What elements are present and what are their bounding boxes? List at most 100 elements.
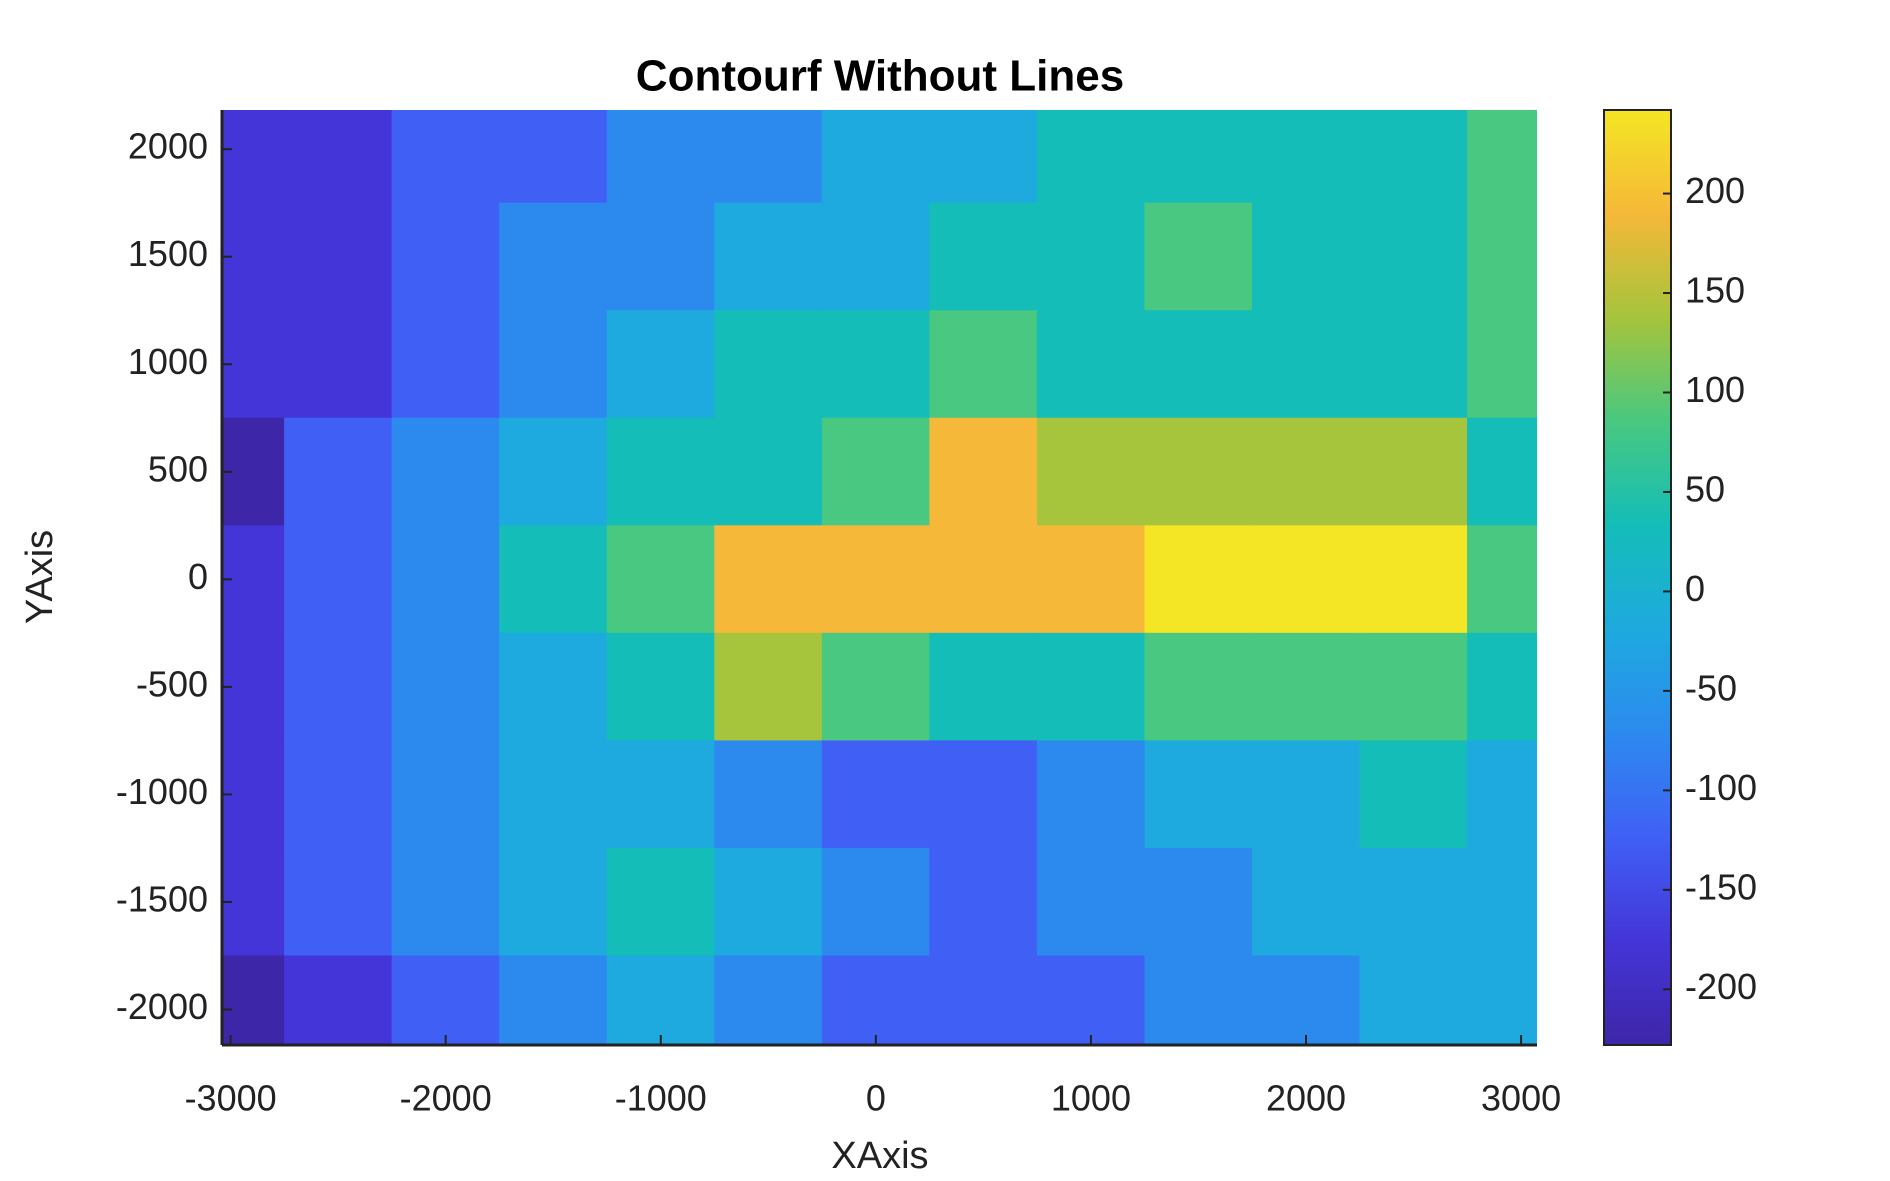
- contour-cell: [1036, 847, 1146, 957]
- colorbar-tick-label: 50: [1685, 468, 1725, 509]
- contour-cell: [1036, 417, 1146, 527]
- contour-cell: [1251, 525, 1361, 634]
- contour-cell: [1359, 847, 1469, 957]
- contour-cell: [714, 847, 823, 957]
- contour-cell: [499, 310, 608, 419]
- contour-cell: [1251, 632, 1361, 742]
- contour-cell: [1359, 202, 1469, 312]
- contour-cell: [499, 955, 608, 1045]
- contour-cell: [499, 110, 608, 204]
- contour-cell: [1467, 417, 1537, 527]
- contour-cell: [1467, 202, 1537, 312]
- y-tick-label: 500: [148, 448, 208, 489]
- contour-cell: [499, 525, 608, 634]
- contour-cell: [284, 632, 393, 742]
- contour-cell: [284, 110, 393, 204]
- y-tick-label: 0: [188, 556, 208, 597]
- contour-cell: [284, 525, 393, 634]
- contour-cell: [499, 417, 608, 527]
- contour-cell: [714, 955, 823, 1045]
- contour-cell: [606, 955, 716, 1045]
- contour-cell: [714, 417, 823, 527]
- contour-cell: [1144, 740, 1253, 849]
- contour-cell: [1144, 110, 1253, 204]
- contour-cell: [222, 202, 286, 312]
- contour-cell: [606, 110, 716, 204]
- contour-cell: [222, 740, 286, 849]
- colorbar-tick-label: 0: [1685, 568, 1705, 609]
- y-tick-label: 2000: [128, 126, 208, 167]
- contour-cell: [284, 847, 393, 957]
- contour-cell: [929, 110, 1038, 204]
- y-tick-label: 1500: [128, 233, 208, 274]
- contour-cell: [1036, 310, 1146, 419]
- contour-cell: [714, 202, 823, 312]
- contour-cell: [222, 310, 286, 419]
- contour-cell: [222, 417, 286, 527]
- contour-cell: [1144, 417, 1253, 527]
- x-tick-label: 0: [866, 1078, 886, 1119]
- contour-cell: [1036, 110, 1146, 204]
- contour-fill: [222, 110, 1537, 1045]
- contour-cell: [1251, 740, 1361, 849]
- contour-cell: [929, 632, 1038, 742]
- x-tick-label: 3000: [1481, 1078, 1561, 1119]
- chart-title: Contourf Without Lines: [636, 52, 1124, 101]
- contour-cell: [1467, 110, 1537, 204]
- x-tick-label: -2000: [400, 1078, 492, 1119]
- contour-cell: [391, 417, 501, 527]
- contour-cell: [284, 202, 393, 312]
- contour-cell: [499, 202, 608, 312]
- contour-cell: [391, 740, 501, 849]
- contour-cell: [1036, 632, 1146, 742]
- contour-cell: [929, 417, 1038, 527]
- contour-cell: [1467, 310, 1537, 419]
- contour-cell: [821, 310, 931, 419]
- contour-cell: [222, 847, 286, 957]
- contour-cell: [1036, 955, 1146, 1045]
- contour-cell: [1467, 847, 1537, 957]
- contour-cell: [929, 310, 1038, 419]
- contour-cell: [391, 955, 501, 1045]
- contour-cell: [1144, 310, 1253, 419]
- colorbar-tick-label: -50: [1685, 667, 1737, 708]
- contour-cell: [606, 417, 716, 527]
- contour-cell: [1467, 525, 1537, 634]
- x-tick-label: -1000: [615, 1078, 707, 1119]
- contour-cell: [929, 955, 1038, 1045]
- contour-cell: [284, 310, 393, 419]
- contour-cell: [1036, 525, 1146, 634]
- contour-cell: [222, 110, 286, 204]
- contour-cell: [1144, 202, 1253, 312]
- y-tick-label: 1000: [128, 341, 208, 382]
- contour-cell: [1359, 110, 1469, 204]
- contour-cell: [1359, 310, 1469, 419]
- contour-cell: [391, 310, 501, 419]
- contour-cell: [1251, 417, 1361, 527]
- contour-cell: [391, 525, 501, 634]
- y-axis-label: YAxis: [19, 530, 61, 624]
- contour-cell: [1036, 202, 1146, 312]
- contour-cell: [821, 525, 931, 634]
- y-tick-label: -1500: [116, 878, 208, 919]
- contour-cell: [499, 632, 608, 742]
- contour-cell: [821, 417, 931, 527]
- contour-cell: [1144, 955, 1253, 1045]
- contour-cell: [714, 740, 823, 849]
- contour-cell: [606, 740, 716, 849]
- y-tick-label: -500: [136, 663, 208, 704]
- x-tick-label: 2000: [1266, 1078, 1346, 1119]
- contour-cell: [1359, 417, 1469, 527]
- contour-cell: [606, 632, 716, 742]
- contour-cell: [606, 202, 716, 312]
- contour-cell: [929, 740, 1038, 849]
- contour-cell: [821, 110, 931, 204]
- contour-cell: [1144, 525, 1253, 634]
- contour-cell: [391, 110, 501, 204]
- x-axis-label: XAxis: [831, 1135, 928, 1177]
- y-tick-label: -1000: [116, 771, 208, 812]
- contour-cell: [1359, 740, 1469, 849]
- contour-cell: [606, 525, 716, 634]
- y-tick-label: -2000: [116, 986, 208, 1027]
